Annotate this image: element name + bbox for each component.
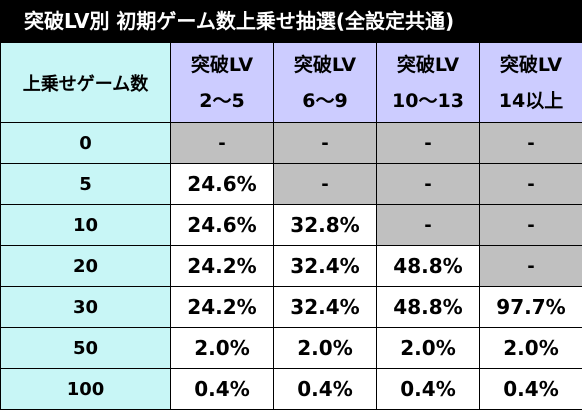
table-row: 100 0.4% 0.4% 0.4% 0.4%: [0, 368, 582, 410]
page-title: 突破LV別 初期ゲーム数上乗せ抽選(全設定共通): [0, 0, 582, 42]
table-row: 10 24.6% 32.8% - -: [0, 204, 582, 246]
column-header-lv-6-9: 突破LV 6〜9: [273, 42, 377, 123]
table-cell: 24.6%: [170, 163, 274, 205]
table-cell: 2.0%: [479, 327, 582, 369]
column-header-line1: 突破LV: [190, 53, 254, 76]
table-cell: 48.8%: [376, 245, 480, 287]
column-header-line1: 突破LV: [293, 53, 357, 76]
table-cell: 97.7%: [479, 286, 582, 328]
probability-table: 上乗せゲーム数 突破LV 2〜5 突破LV 6〜9 突破LV 10〜13 突破L…: [0, 42, 582, 410]
column-header-line1: 突破LV: [499, 53, 563, 76]
table-cell: 32.8%: [273, 204, 377, 246]
column-header-line2: 14以上: [498, 89, 564, 112]
column-header-lv-2-5: 突破LV 2〜5: [170, 42, 274, 123]
table-cell: 24.6%: [170, 204, 274, 246]
table-cell: 24.2%: [170, 245, 274, 287]
table-row: 0 - - - -: [0, 122, 582, 164]
table-cell: 2.0%: [273, 327, 377, 369]
column-header-lv-14-plus: 突破LV 14以上: [479, 42, 582, 123]
table-cell: 32.4%: [273, 286, 377, 328]
corner-header: 上乗せゲーム数: [0, 42, 171, 123]
table-cell: 0.4%: [170, 368, 274, 410]
table-cell: -: [479, 122, 582, 164]
table-cell: 32.4%: [273, 245, 377, 287]
table-cell: 0.4%: [376, 368, 480, 410]
table-cell: 2.0%: [170, 327, 274, 369]
table-cell: -: [376, 122, 480, 164]
table-row: 50 2.0% 2.0% 2.0% 2.0%: [0, 327, 582, 369]
table-row: 20 24.2% 32.4% 48.8% -: [0, 245, 582, 287]
column-header-line2: 10〜13: [392, 89, 464, 112]
table-row: 5 24.6% - - -: [0, 163, 582, 205]
table-cell: 0.4%: [273, 368, 377, 410]
row-label: 0: [0, 122, 171, 164]
table-cell: 24.2%: [170, 286, 274, 328]
row-label: 20: [0, 245, 171, 287]
column-header-line2: 2〜5: [199, 89, 245, 112]
row-label: 50: [0, 327, 171, 369]
column-header-line1: 突破LV: [396, 53, 460, 76]
column-header-lv-10-13: 突破LV 10〜13: [376, 42, 480, 123]
table-cell: -: [376, 163, 480, 205]
table-header-row: 上乗せゲーム数 突破LV 2〜5 突破LV 6〜9 突破LV 10〜13 突破L…: [0, 42, 582, 123]
table-cell: -: [273, 163, 377, 205]
row-label: 30: [0, 286, 171, 328]
table-cell: 2.0%: [376, 327, 480, 369]
table-cell: -: [170, 122, 274, 164]
table-row: 30 24.2% 32.4% 48.8% 97.7%: [0, 286, 582, 328]
table-cell: -: [376, 204, 480, 246]
row-label: 5: [0, 163, 171, 205]
row-label: 10: [0, 204, 171, 246]
row-label: 100: [0, 368, 171, 410]
table-cell: -: [479, 163, 582, 205]
table-cell: -: [479, 204, 582, 246]
table-cell: -: [479, 245, 582, 287]
table-cell: -: [273, 122, 377, 164]
column-header-line2: 6〜9: [302, 89, 348, 112]
table-cell: 0.4%: [479, 368, 582, 410]
table-cell: 48.8%: [376, 286, 480, 328]
